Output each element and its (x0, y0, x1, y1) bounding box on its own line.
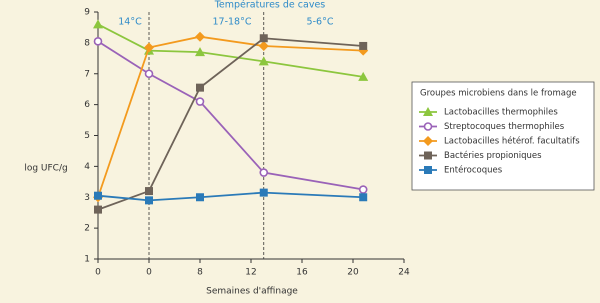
data-point (145, 196, 153, 205)
legend-marker (423, 107, 433, 116)
x-tick-label: 8 (197, 268, 203, 278)
data-point (195, 47, 205, 57)
legend-label: Lactobacilles hétérof. facultatifs (444, 136, 580, 147)
x-tick-label: 12 (245, 268, 256, 278)
legend-marker (424, 151, 432, 160)
data-point (195, 31, 205, 42)
legend-marker (424, 166, 432, 174)
y-tick-label: 2 (84, 224, 90, 234)
y-tick-label: 9 (84, 8, 90, 18)
y-tick-label: 6 (84, 100, 90, 110)
y-tick-label: 4 (84, 162, 90, 172)
data-point (93, 37, 103, 46)
data-point (258, 56, 269, 66)
annotation-title: Températures de caves (214, 0, 326, 11)
data-point (195, 97, 205, 106)
data-point (259, 168, 269, 177)
y-tick-label: 5 (84, 131, 90, 141)
period-label: 5-6°C (307, 17, 334, 28)
data-point (144, 69, 154, 79)
data-point (196, 83, 204, 92)
legend-title: Groupes microbiens dans le fromage (420, 89, 577, 99)
period-label: 14°C (118, 17, 142, 28)
data-point (145, 187, 153, 196)
data-point (359, 193, 368, 202)
data-point (258, 40, 269, 51)
y-axis-label: log UFC/g (24, 164, 67, 174)
legend-marker (423, 122, 433, 131)
legend-label: Entérocoques (444, 165, 503, 176)
data-point (359, 41, 368, 50)
y-tick-label: 1 (84, 255, 90, 265)
data-point (144, 42, 154, 53)
data-point (94, 191, 102, 200)
x-tick-label: 20 (347, 268, 359, 278)
y-tick-label: 8 (84, 38, 90, 48)
legend-label: Lactobacilles thermophiles (444, 108, 558, 118)
x-axis-label: Semaines d'affinage (206, 287, 298, 297)
data-point (196, 193, 204, 202)
legend-label: Bactéries propioniques (444, 150, 542, 161)
x-tick-label: 0 (95, 268, 101, 278)
x-tick-label: 0 (146, 268, 152, 278)
y-tick-label: 3 (84, 193, 90, 203)
data-point (358, 71, 369, 81)
legend-box (411, 81, 595, 191)
legend-marker (423, 136, 433, 146)
data-point (93, 19, 103, 29)
legend-label: Streptocoques thermophiles (444, 122, 565, 132)
period-label: 17-18°C (213, 17, 252, 28)
data-point (259, 34, 268, 43)
x-tick-label: 24 (398, 268, 410, 278)
data-point (94, 205, 102, 214)
data-point (259, 188, 268, 197)
x-tick-label: 16 (296, 268, 308, 278)
y-tick-label: 7 (84, 69, 90, 79)
data-point (358, 185, 368, 194)
